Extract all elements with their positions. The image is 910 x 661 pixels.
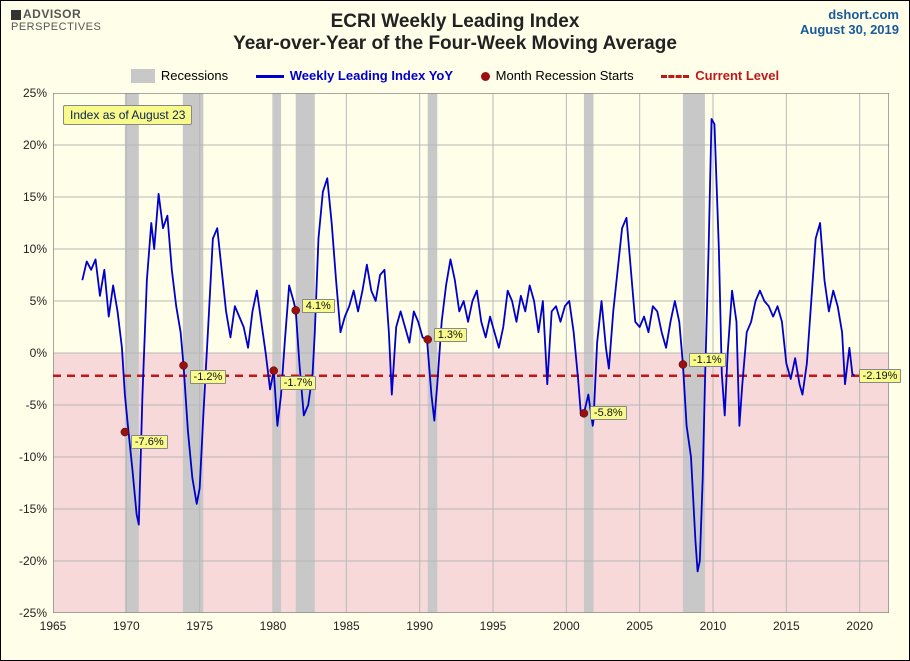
y-tick-label: 20% <box>23 138 47 152</box>
x-tick-label: 1970 <box>113 619 140 633</box>
legend-line: Weekly Leading Index YoY <box>256 68 453 83</box>
legend-dash: Current Level <box>661 68 779 83</box>
recession-point-label: -5.8% <box>590 406 627 420</box>
legend-dot: Month Recession Starts <box>481 68 634 83</box>
y-tick-label: -15% <box>19 502 47 516</box>
y-tick-label: 25% <box>23 86 47 100</box>
title-line2: Year-over-Year of the Four-Week Moving A… <box>1 33 909 55</box>
y-tick-label: 5% <box>30 294 47 308</box>
recession-point-label: -7.6% <box>131 435 168 449</box>
x-tick-label: 1975 <box>186 619 213 633</box>
index-as-of-annotation: Index as of August 23 <box>63 105 192 125</box>
recession-point-label: 1.3% <box>434 328 467 342</box>
recession-point-label: -1.2% <box>190 370 227 384</box>
x-tick-label: 1995 <box>480 619 507 633</box>
recession-point-label: -1.7% <box>280 376 317 390</box>
current-level-label: -2.19% <box>859 369 902 383</box>
x-tick-label: 2015 <box>773 619 800 633</box>
title-line1: ECRI Weekly Leading Index <box>1 11 909 33</box>
x-tick-label: 1980 <box>260 619 287 633</box>
chart-svg <box>53 93 889 613</box>
x-tick-label: 1990 <box>406 619 433 633</box>
y-tick-label: -20% <box>19 554 47 568</box>
x-tick-label: 2000 <box>553 619 580 633</box>
y-tick-label: -10% <box>19 450 47 464</box>
y-tick-label: -5% <box>26 398 47 412</box>
recession-point-label: 4.1% <box>302 299 335 313</box>
legend-recession: Recessions <box>131 68 228 84</box>
y-tick-label: 15% <box>23 190 47 204</box>
x-tick-label: 1965 <box>40 619 67 633</box>
y-tick-label: -25% <box>19 606 47 620</box>
chart-area: Index as of August 23 -7.6% -1.2% -1.7% 4.1… <box>53 93 889 613</box>
y-tick-label: 10% <box>23 242 47 256</box>
x-tick-label: 1985 <box>333 619 360 633</box>
y-tick-label: 0% <box>30 346 47 360</box>
chart-title: ECRI Weekly Leading Index Year-over-Year… <box>1 11 909 55</box>
legend: Recessions Weekly Leading Index YoY Mont… <box>1 67 909 83</box>
recession-point-label: -1.1% <box>689 353 726 367</box>
x-tick-label: 2005 <box>626 619 653 633</box>
x-tick-label: 2010 <box>700 619 727 633</box>
x-tick-label: 2020 <box>846 619 873 633</box>
